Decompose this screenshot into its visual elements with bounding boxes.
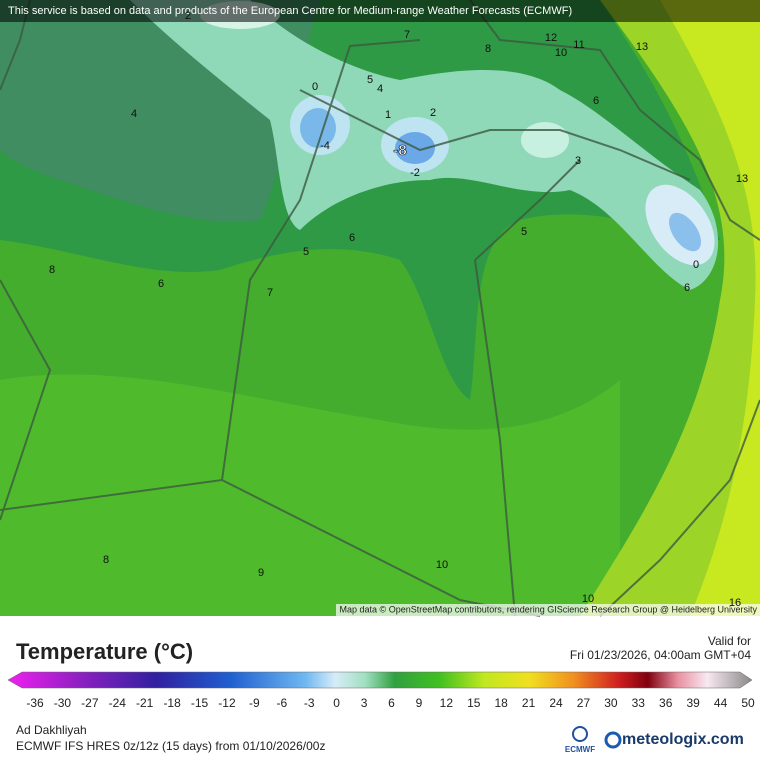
- ecmwf-logo: ECMWF: [565, 745, 595, 754]
- contour-label: 4: [131, 108, 137, 120]
- contour-label: 6: [684, 282, 690, 294]
- contour-label: 3: [575, 155, 581, 167]
- colorbar-tick-label: 44: [714, 696, 728, 710]
- colorbar-tick-label: 0: [333, 696, 340, 710]
- brand-icon: [604, 731, 622, 749]
- colorbar-tick-label: -21: [136, 696, 154, 710]
- colorbar-tick-label: 27: [577, 696, 591, 710]
- colorbar-tick-label: -9: [249, 696, 260, 710]
- colorbar: [7, 671, 753, 689]
- contour-label: 1: [385, 109, 391, 121]
- colorbar-tick-label: 36: [659, 696, 673, 710]
- contour-label: -8: [393, 142, 406, 159]
- contour-label: 7: [404, 29, 410, 41]
- colorbar-tick-label: -36: [26, 696, 44, 710]
- colorbar-tick-label: -12: [218, 696, 236, 710]
- colorbar-tick-label: 18: [495, 696, 509, 710]
- colorbar-tick-label: -3: [304, 696, 315, 710]
- colorbar-tick-label: 33: [632, 696, 646, 710]
- colorbar-tick-label: 6: [388, 696, 395, 710]
- model-info: ECMWF IFS HRES 0z/12z (15 days) from 01/…: [16, 739, 325, 753]
- banner: This service is based on data and produc…: [8, 5, 572, 17]
- colorbar-tick-label: 9: [416, 696, 423, 710]
- contour-label: -4: [320, 140, 330, 152]
- colorbar-tick-label: 50: [741, 696, 755, 710]
- contour-label: 12: [545, 32, 557, 44]
- contour-label: 0: [312, 81, 318, 93]
- colorbar-tick-label: 39: [686, 696, 700, 710]
- contour-label: 10: [555, 47, 567, 59]
- colorbar-tick-label: 3: [361, 696, 368, 710]
- colorbar-tick-label: 24: [549, 696, 563, 710]
- colorbar-tick-label: -6: [276, 696, 287, 710]
- contour-label: 2: [185, 10, 191, 22]
- colorbar-tick-label: -24: [109, 696, 127, 710]
- colorbar-tick-label: 30: [604, 696, 618, 710]
- contour-label: 10: [436, 559, 448, 571]
- contour-label: 2: [430, 107, 436, 119]
- contour-label: 8: [485, 43, 491, 55]
- contour-label: 13: [736, 173, 748, 185]
- contour-label: 10: [582, 593, 594, 605]
- legend-title: Temperature (°C): [16, 639, 193, 664]
- colorbar-tick-label: 15: [467, 696, 481, 710]
- attribution: Map data © OpenStreetMap contributors, r…: [340, 604, 758, 614]
- colorbar-tick-label: 21: [522, 696, 536, 710]
- contour-label: 6: [158, 278, 164, 290]
- brand: meteologix.com: [622, 731, 744, 748]
- contour-label: 5: [367, 74, 373, 86]
- contour-label: 9: [258, 567, 264, 579]
- contour-label: 13: [636, 41, 648, 53]
- colorbar-tick-label: -27: [81, 696, 99, 710]
- contour-label: 0: [693, 259, 699, 271]
- contour-label: 5: [521, 226, 527, 238]
- contour-label: 8: [49, 264, 55, 276]
- contour-label: 11: [573, 39, 584, 51]
- colorbar-tick-label: -30: [54, 696, 72, 710]
- contour-label: 7: [267, 287, 273, 299]
- map: This service is based on data and produc…: [0, 0, 760, 617]
- contour-label: 6: [349, 232, 355, 244]
- valid-label: Valid for: [708, 634, 751, 648]
- contour-label: 5: [303, 246, 309, 258]
- contour-label: 16: [729, 597, 741, 609]
- colorbar-tick-label: -18: [163, 696, 181, 710]
- colorbar-tick-label: -15: [191, 696, 209, 710]
- contour-label: -2: [410, 167, 420, 179]
- colorbar-tick-label: 12: [440, 696, 454, 710]
- footer: Ad Dakhliyah ECMWF IFS HRES 0z/12z (15 d…: [16, 723, 744, 754]
- valid-time: Fri 01/23/2026, 04:00am GMT+04: [570, 648, 751, 662]
- legend: Temperature (°C) Valid for Fri 01/23/202…: [7, 634, 755, 710]
- contour-label: 6: [593, 95, 599, 107]
- contour-label: 4: [377, 83, 383, 95]
- contour-label: 8: [103, 554, 109, 566]
- region: Ad Dakhliyah: [16, 723, 87, 737]
- ecmwf-icon: [572, 726, 588, 742]
